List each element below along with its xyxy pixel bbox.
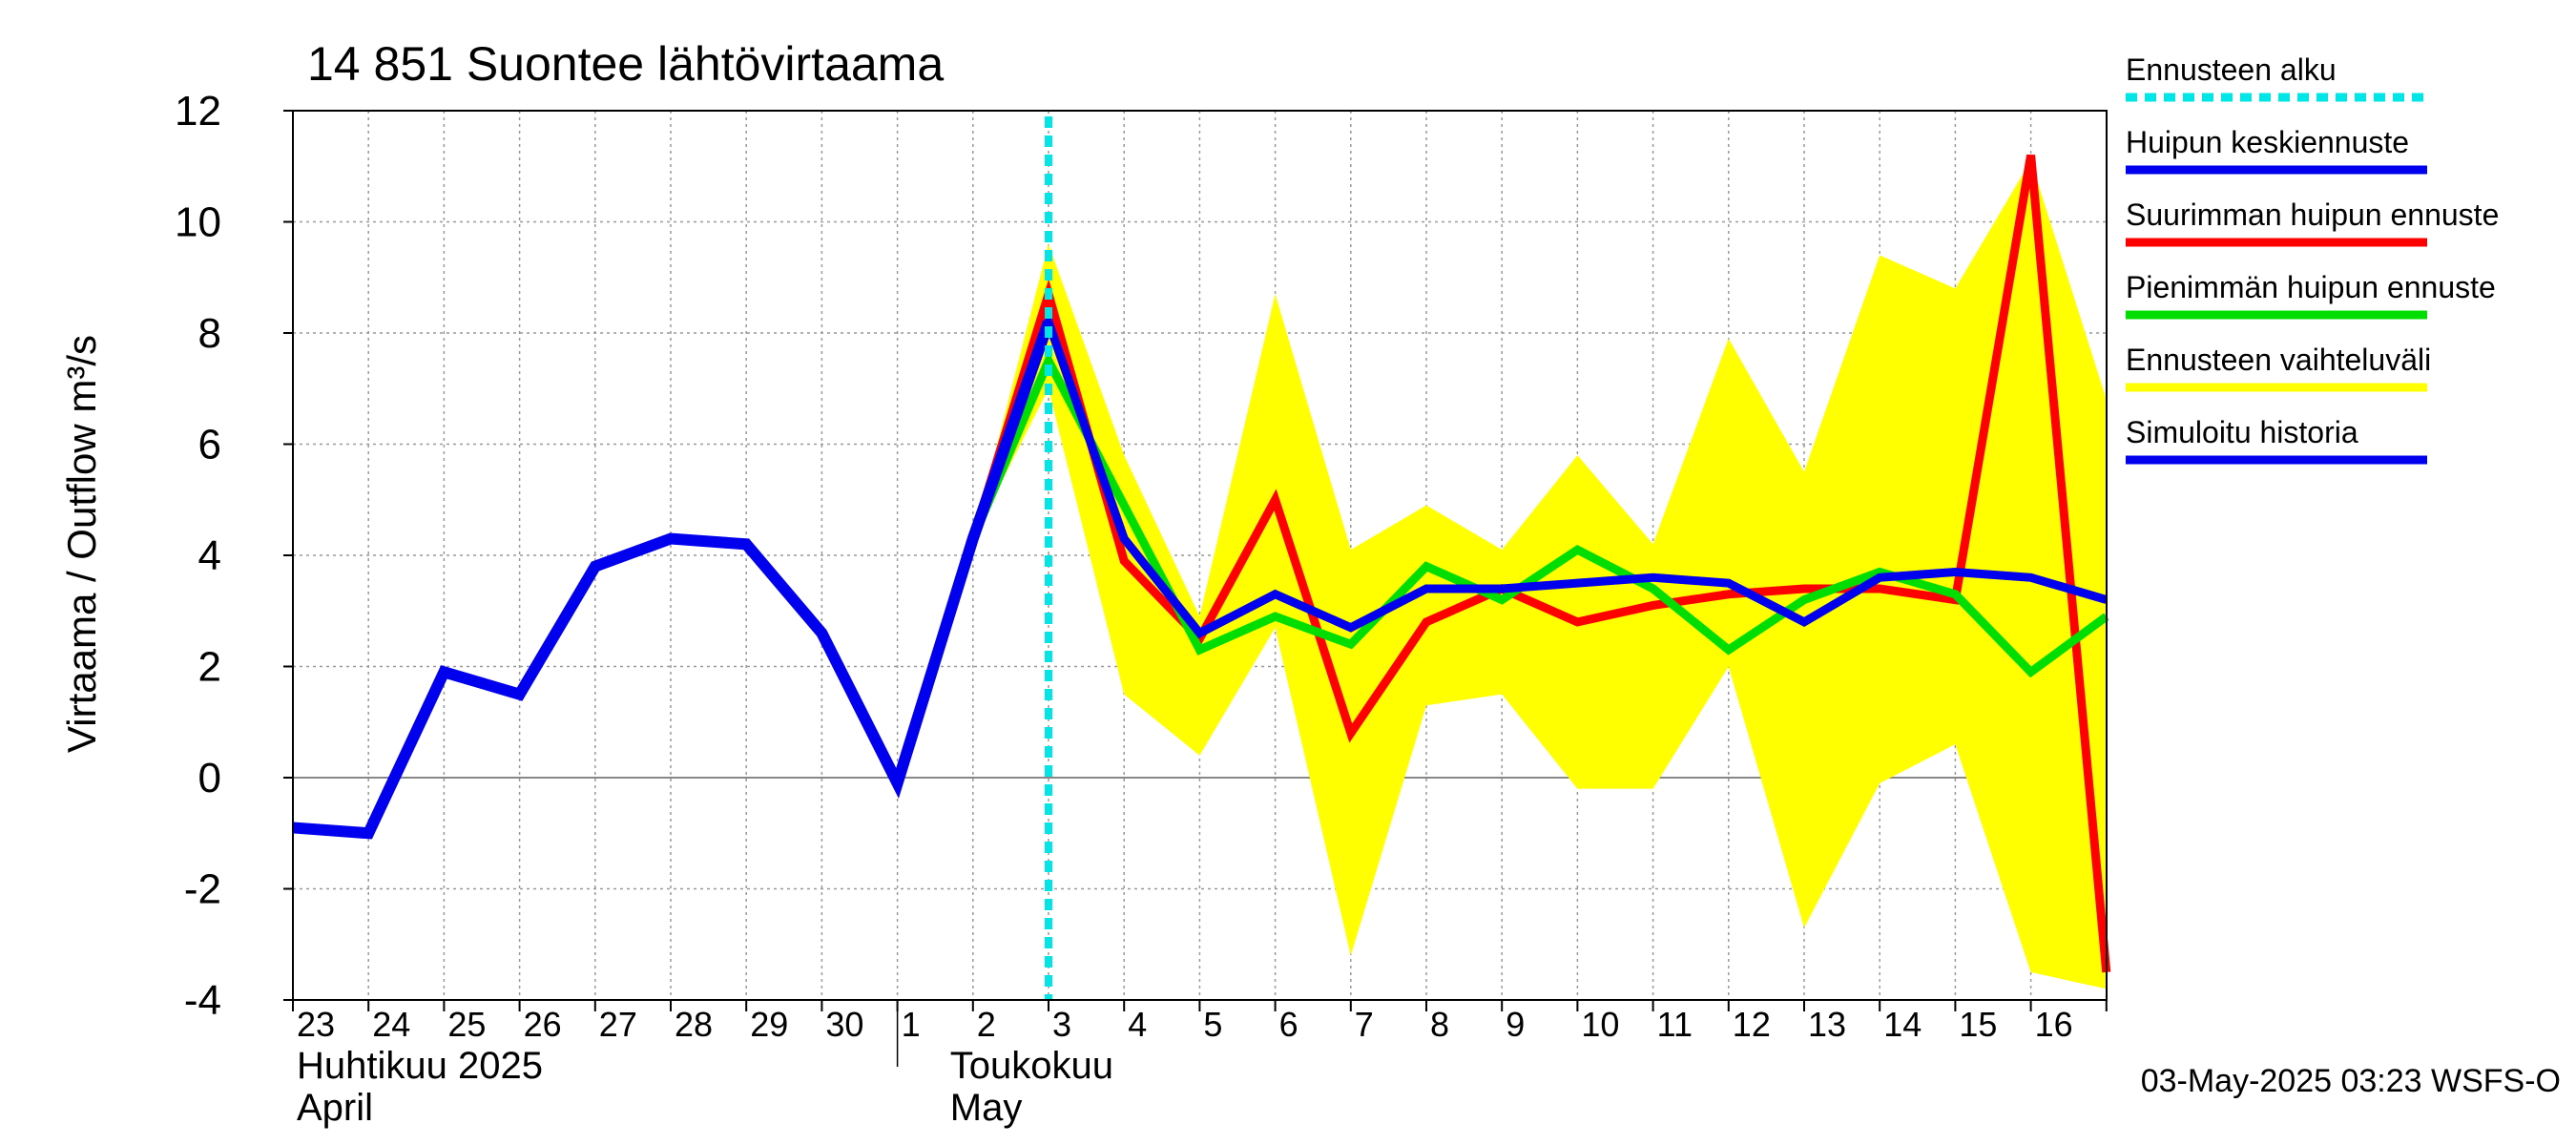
x-tick-label: 15 [1959,1005,1997,1044]
x-tick-label: 10 [1581,1005,1619,1044]
month-label-en: April [297,1087,373,1129]
y-tick-label: -4 [184,977,221,1024]
series-simulated-history [292,320,1054,840]
y-tick-label: 8 [198,310,221,357]
y-tick-label: 12 [175,88,221,135]
x-tick-label: 26 [524,1005,562,1044]
y-tick-label: 4 [198,532,221,579]
legend-min-peak-label: Pienimmän huipun ennuste [2126,270,2496,304]
series-min-peak [968,350,2109,678]
series-layer [292,154,2111,973]
x-tick-label: 16 [2035,1005,2073,1044]
series-max-peak [968,154,2111,973]
x-tick-label: 8 [1430,1005,1449,1044]
x-tick-label: 25 [447,1005,486,1044]
x-tick-label: 30 [825,1005,863,1044]
x-tick-label: 24 [372,1005,410,1044]
x-tick-label: 27 [599,1005,637,1044]
timestamp-footer: 03-May-2025 03:23 WSFS-O [2141,1063,2561,1099]
y-tick-label: 0 [198,755,221,802]
x-tick-label: 5 [1203,1005,1222,1044]
y-axis: -4 -2 0 2 4 6 8 10 12 [175,88,293,1024]
x-tick-label: 6 [1279,1005,1298,1044]
x-tick-label: 28 [675,1005,713,1044]
y-tick-label: 10 [175,199,221,246]
x-tick-label: 3 [1052,1005,1071,1044]
x-tick-label: 4 [1128,1005,1147,1044]
y-tick-label: 6 [198,422,221,468]
x-tick-label: 2 [977,1005,996,1044]
x-tick-label: 1 [902,1005,921,1044]
x-tick-label: 13 [1808,1005,1846,1044]
chart-title: 14 851 Suontee lähtövirtaama [307,37,944,91]
x-tick-label: 23 [297,1005,335,1044]
legend-forecast-start-label: Ennusteen alku [2126,52,2337,87]
x-tick-label: 9 [1506,1005,1525,1044]
y-tick-label: -2 [184,866,221,913]
month-label: Toukokuu [950,1045,1113,1087]
plot-area [292,110,2111,1001]
x-tick-label: 12 [1733,1005,1771,1044]
x-axis: 23 24 25 26 27 28 29 30 1 2 3 4 5 6 7 8 9 10 11 12 13 14 15 16H… [292,1000,2108,1129]
series-mean-peak [968,308,2109,639]
x-tick-label: 14 [1883,1005,1922,1044]
month-label: Huhtikuu 2025 [297,1045,543,1087]
legend-simulated-history-label: Simuloitu historia [2126,415,2358,449]
grid [293,110,2107,1001]
legend-mean-peak-label: Huipun keskiennuste [2126,125,2409,159]
x-tick-label: 11 [1657,1005,1693,1044]
legend-range-label: Ennusteen vaihteluväli [2126,343,2431,377]
y-tick-label: 2 [198,644,221,691]
x-tick-label: 29 [750,1005,788,1044]
legend-max-peak-label: Suurimman huipun ennuste [2126,198,2499,232]
x-tick-label: 7 [1355,1005,1374,1044]
y-axis-label: Virtaama / Outflow m³/s [59,335,104,753]
legend: Ennusteen alku Huipun keskiennuste Suurimm… [2126,52,2499,465]
month-label-en: May [950,1087,1023,1129]
